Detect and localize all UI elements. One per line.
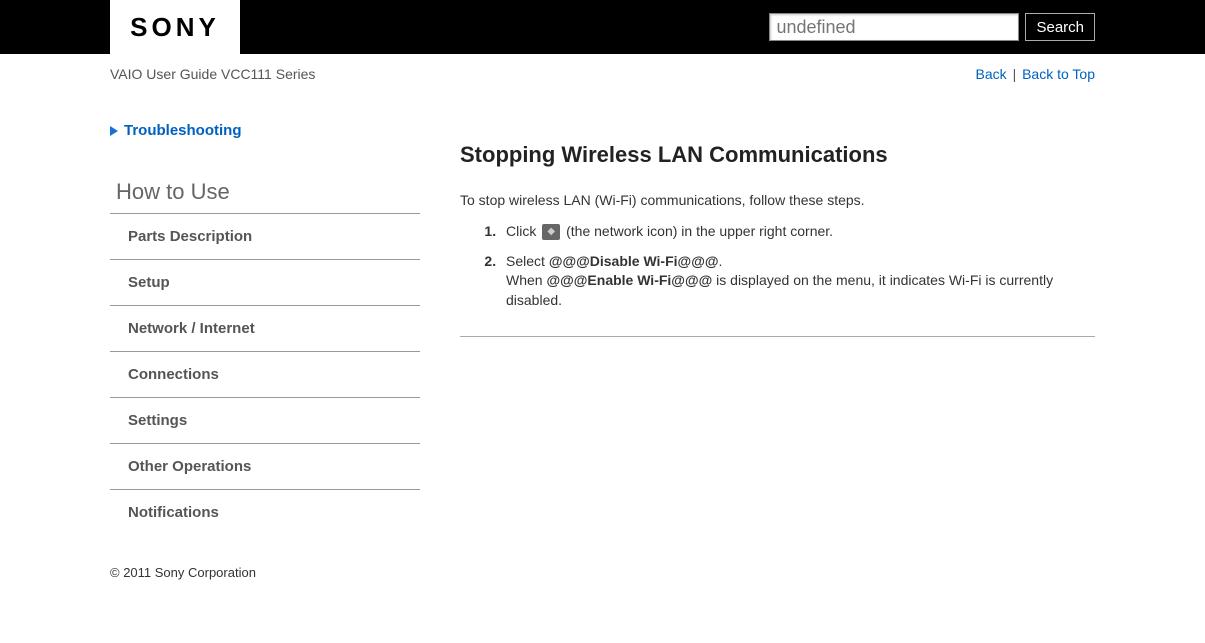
back-link[interactable]: Back — [976, 66, 1007, 82]
nav-item-settings[interactable]: Settings — [110, 397, 420, 443]
search-wrap: Search — [769, 13, 1095, 41]
wifi-glyph: ◆ — [547, 227, 555, 237]
step-1: Click ◆ (the network icon) in the upper … — [500, 222, 1095, 242]
back-links: Back | Back to Top — [976, 66, 1095, 82]
step2-bold2: @@@Enable Wi-Fi@@@ — [546, 272, 712, 288]
step2-bold1: @@@Disable Wi-Fi@@@ — [549, 253, 719, 269]
footer: © 2011 Sony Corporation — [0, 555, 1205, 600]
page-title: Stopping Wireless LAN Communications — [460, 142, 1095, 168]
nav-item-notifications[interactable]: Notifications — [110, 489, 420, 535]
guide-title: VAIO User Guide VCC111 Series — [110, 66, 315, 82]
network-icon: ◆ — [542, 224, 560, 240]
top-bar: SONY Search — [0, 0, 1205, 54]
content-separator — [460, 336, 1095, 337]
step1-suffix: (the network icon) in the upper right co… — [562, 223, 833, 239]
nav-item-network-internet[interactable]: Network / Internet — [110, 305, 420, 351]
step2-prefix: Select — [506, 253, 549, 269]
step1-prefix: Click — [506, 223, 540, 239]
intro-text: To stop wireless LAN (Wi-Fi) communicati… — [460, 192, 1095, 208]
search-input[interactable] — [769, 13, 1019, 41]
copyright-text: © 2011 Sony Corporation — [110, 565, 256, 580]
nav-list: Parts Description Setup Network / Intern… — [110, 213, 420, 535]
nav-item-other-operations[interactable]: Other Operations — [110, 443, 420, 489]
back-to-top-link[interactable]: Back to Top — [1022, 66, 1095, 82]
main: Troubleshooting How to Use Parts Descrip… — [0, 82, 1205, 555]
content: Stopping Wireless LAN Communications To … — [460, 122, 1095, 535]
steps-list: Click ◆ (the network icon) in the upper … — [460, 222, 1095, 310]
search-button[interactable]: Search — [1025, 13, 1095, 41]
sub-header: VAIO User Guide VCC111 Series Back | Bac… — [0, 54, 1205, 82]
logo-box: SONY — [110, 0, 240, 54]
how-to-use-title: How to Use — [116, 179, 420, 205]
step-2: Select @@@Disable Wi-Fi@@@. When @@@Enab… — [500, 252, 1095, 311]
sony-logo: SONY — [130, 12, 220, 43]
troubleshooting-link[interactable]: Troubleshooting — [110, 122, 420, 139]
nav-item-setup[interactable]: Setup — [110, 259, 420, 305]
step2-line2a: When — [506, 272, 546, 288]
troubleshooting-label: Troubleshooting — [124, 122, 242, 139]
nav-item-parts-description[interactable]: Parts Description — [110, 213, 420, 259]
step2-mid1: . — [719, 253, 723, 269]
sidebar: Troubleshooting How to Use Parts Descrip… — [110, 122, 420, 535]
nav-item-connections[interactable]: Connections — [110, 351, 420, 397]
chevron-right-icon — [110, 126, 118, 136]
separator: | — [1013, 66, 1021, 82]
